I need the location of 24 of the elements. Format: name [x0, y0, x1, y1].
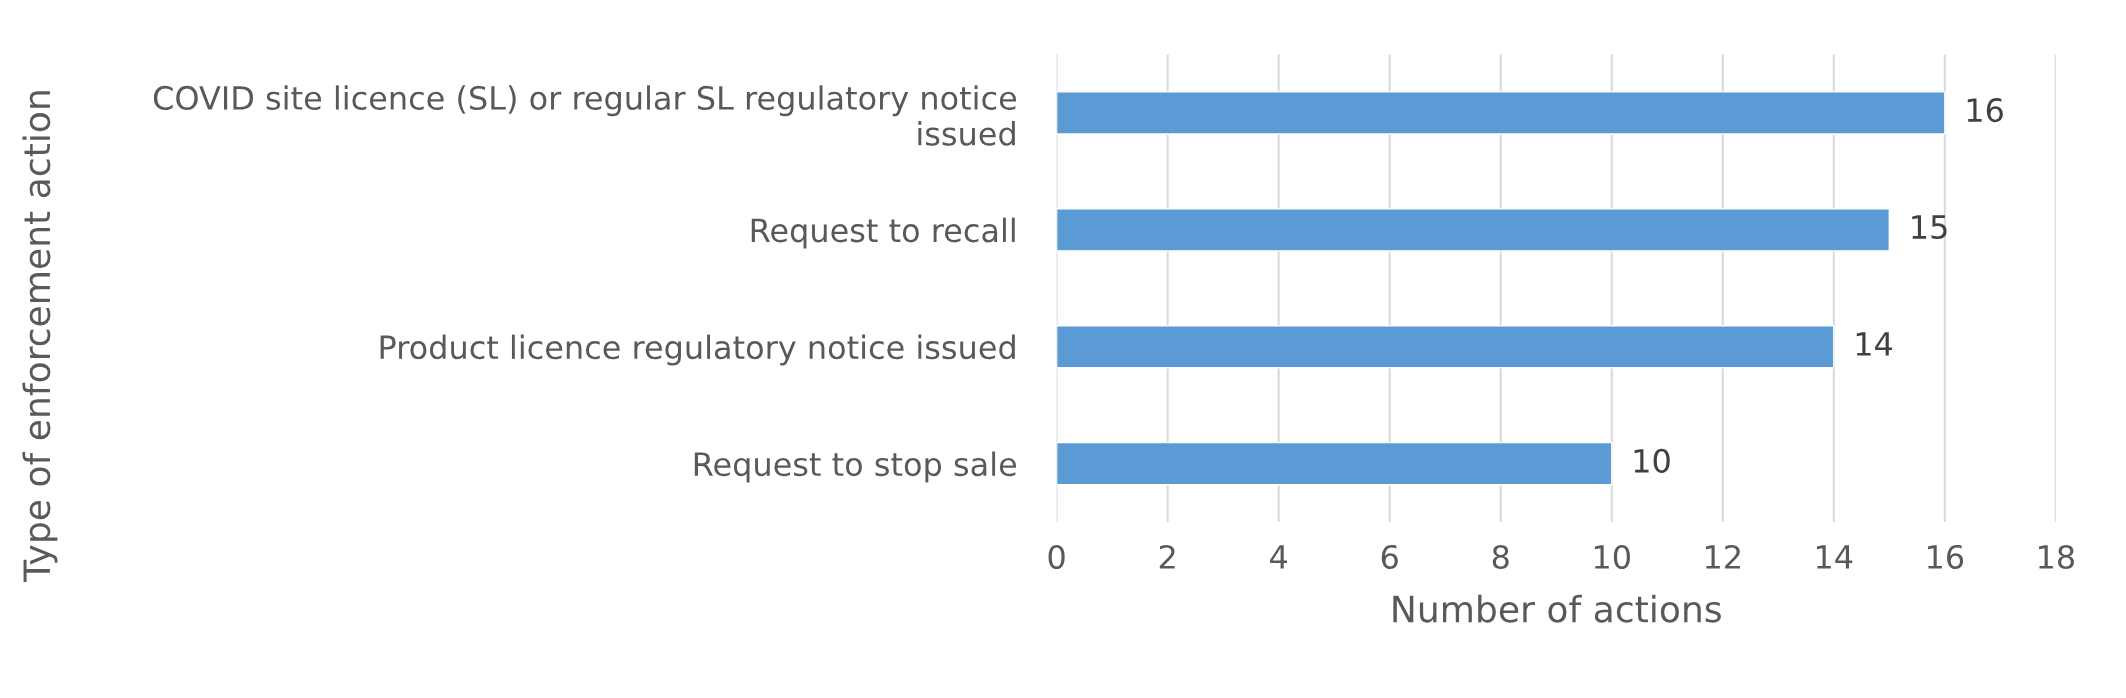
- x-tick-label: 0: [1048, 544, 1065, 570]
- x-tick-label: 10: [1594, 544, 1630, 570]
- bar: [1056, 324, 1835, 369]
- x-tick-label: 8: [1492, 544, 1509, 570]
- x-tick-label: 6: [1381, 544, 1398, 570]
- data-label: 15: [1912, 215, 1947, 240]
- x-axis-title: Number of actions: [1393, 594, 1721, 623]
- y-tick-label: Request to recall: [751, 217, 1015, 249]
- data-label: 16: [1967, 98, 2003, 123]
- x-tick-label: 12: [1705, 544, 1740, 569]
- bar: [1056, 441, 1613, 486]
- x-tick-label: 16: [1928, 544, 1964, 570]
- bar: [1056, 208, 1891, 252]
- x-tick-label: 2: [1159, 544, 1175, 569]
- y-axis-title: Type of enforcement action: [22, 91, 58, 583]
- y-tick-label: COVID site licence (SL) or regular SL regulatory notice issued: [153, 85, 1017, 146]
- x-tick-label: 4: [1270, 545, 1288, 569]
- data-label: 10: [1634, 448, 1670, 473]
- bar: [1056, 91, 1946, 135]
- x-tick-label: 18: [2039, 544, 2074, 570]
- y-tick-label: Request to stop sale: [694, 451, 1017, 483]
- y-tick-label: Product licence regulatory notice issued: [380, 334, 1015, 366]
- data-label: 14: [1856, 332, 1893, 356]
- x-tick-label: 14: [1816, 545, 1853, 569]
